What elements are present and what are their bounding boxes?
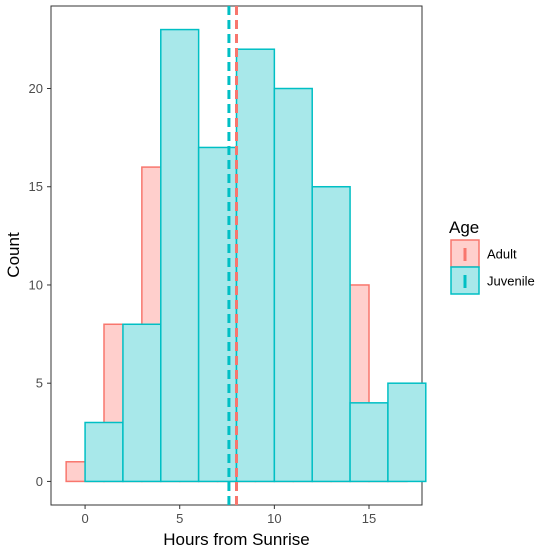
legend-label-juvenile: Juvenile bbox=[487, 274, 535, 289]
y-tick-label: 0 bbox=[36, 474, 43, 489]
bar-juvenile-4 bbox=[235, 48, 276, 483]
bar-juvenile-2 bbox=[160, 28, 200, 483]
y-tick-label: 5 bbox=[36, 376, 43, 391]
legend-label-adult: Adult bbox=[487, 247, 517, 262]
legend: Age Adult Juvenile bbox=[449, 218, 535, 295]
y-tick-label: 10 bbox=[29, 277, 43, 292]
axis-ticks: 0 5 10 15 0 5 10 15 20 bbox=[29, 81, 377, 526]
bars-layer bbox=[65, 28, 427, 483]
x-axis-title: Hours from Sunrise bbox=[163, 530, 309, 549]
bar-juvenile-8 bbox=[387, 382, 427, 483]
bar-juvenile-1 bbox=[122, 323, 162, 483]
bar-juvenile-7 bbox=[349, 402, 389, 483]
bar-juvenile-3 bbox=[197, 146, 238, 483]
legend-key-adult bbox=[450, 239, 480, 268]
y-axis-title: Count bbox=[4, 232, 23, 278]
x-tick-label: 5 bbox=[176, 511, 183, 526]
x-tick-label: 0 bbox=[81, 511, 88, 526]
y-tick-label: 20 bbox=[29, 81, 43, 96]
bar-juvenile-0 bbox=[84, 421, 124, 483]
bar-juvenile-5 bbox=[273, 87, 313, 483]
legend-title: Age bbox=[449, 218, 479, 237]
bar-juvenile-6 bbox=[311, 185, 351, 483]
x-tick-label: 10 bbox=[267, 511, 281, 526]
y-tick-label: 15 bbox=[29, 179, 43, 194]
x-tick-label: 15 bbox=[362, 511, 376, 526]
